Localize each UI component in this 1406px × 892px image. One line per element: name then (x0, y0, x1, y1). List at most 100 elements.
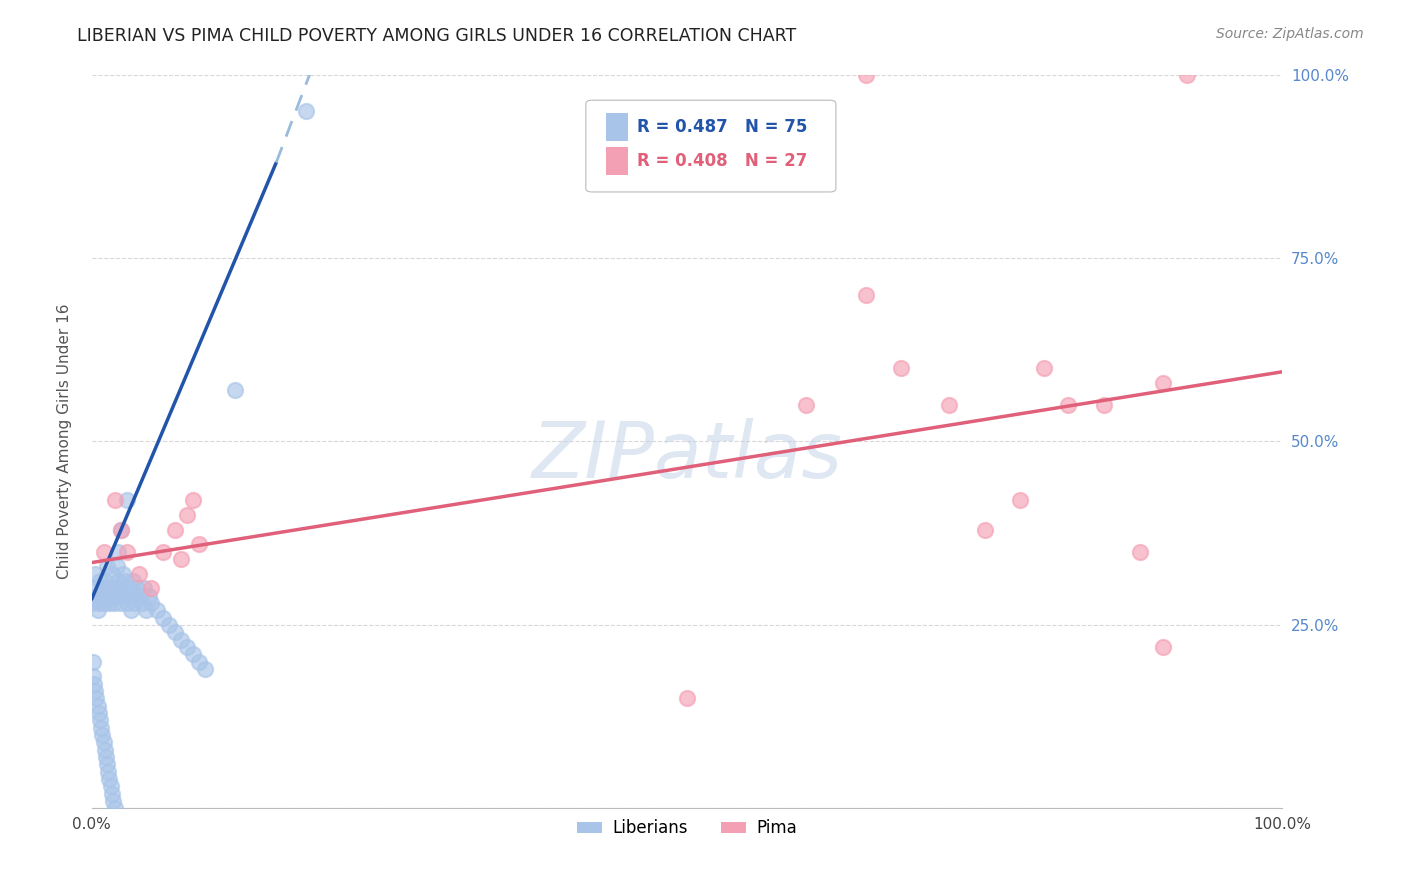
Point (1092, 398, 1115, 412)
Point (93, 735, 115, 749)
Point (224, 383, 246, 397)
Point (110, 581, 132, 595)
Point (1175, 68, 1198, 82)
Point (110, 523, 132, 537)
Point (90, 721, 112, 735)
Point (93, 743, 115, 757)
Point (100, 780, 122, 794)
Text: R = 0.408   N = 27: R = 0.408 N = 27 (637, 153, 807, 170)
Text: LIBERIAN VS PIMA CHILD POVERTY AMONG GIRLS UNDER 16 CORRELATION CHART: LIBERIAN VS PIMA CHILD POVERTY AMONG GIR… (77, 27, 797, 45)
Point (94, 750, 117, 764)
Point (295, 104, 318, 119)
Point (131, 596, 153, 610)
Point (1152, 640, 1174, 654)
Point (86, 691, 108, 706)
Point (141, 581, 163, 595)
Point (86, 589, 108, 603)
Point (1129, 544, 1152, 558)
Point (93, 544, 115, 558)
Point (676, 691, 699, 706)
Point (101, 794, 124, 808)
Point (128, 589, 150, 603)
Text: ZIPatlas: ZIPatlas (531, 418, 842, 494)
Point (97, 764, 120, 779)
Point (80, 596, 103, 610)
Point (86, 603, 108, 617)
Point (122, 574, 145, 588)
Point (152, 610, 174, 624)
Point (82, 655, 104, 669)
Point (117, 493, 139, 508)
Point (101, 566, 124, 581)
Point (94, 581, 117, 595)
Point (100, 581, 122, 595)
Point (1033, 361, 1056, 376)
Point (98, 772, 121, 786)
Point (104, 801, 127, 815)
Point (163, 523, 186, 537)
Point (83, 581, 105, 595)
Point (176, 508, 198, 522)
Point (128, 566, 150, 581)
Point (101, 589, 124, 603)
Point (1152, 376, 1174, 390)
Point (96, 559, 118, 574)
Point (181, 493, 204, 508)
Point (91, 581, 114, 595)
Point (855, 287, 877, 301)
Point (107, 574, 129, 588)
Point (121, 589, 143, 603)
Point (98, 596, 121, 610)
Point (118, 581, 141, 595)
Y-axis label: Child Poverty Among Girls Under 16: Child Poverty Among Girls Under 16 (58, 304, 72, 579)
Point (187, 537, 209, 551)
Point (104, 493, 127, 508)
Point (117, 596, 139, 610)
Bar (606, 147, 627, 175)
Point (87, 706, 110, 720)
Point (152, 544, 174, 558)
Point (82, 669, 104, 683)
Point (117, 544, 139, 558)
Point (794, 398, 817, 412)
Point (170, 632, 193, 647)
Point (93, 596, 115, 610)
Point (107, 544, 129, 558)
Point (84, 566, 107, 581)
Point (176, 640, 198, 654)
Point (93, 574, 115, 588)
Point (96, 757, 118, 772)
Point (973, 523, 995, 537)
Point (890, 361, 912, 376)
Point (1057, 398, 1080, 412)
Point (89, 714, 111, 728)
Point (1010, 493, 1032, 508)
Point (87, 596, 110, 610)
Point (90, 589, 112, 603)
Point (101, 787, 124, 801)
Point (114, 574, 136, 588)
Text: R = 0.487   N = 75: R = 0.487 N = 75 (637, 119, 807, 136)
Point (146, 603, 169, 617)
Point (194, 662, 217, 676)
Point (135, 603, 157, 617)
Point (84, 684, 107, 698)
Point (141, 596, 163, 610)
Point (124, 596, 146, 610)
Point (120, 603, 142, 617)
Point (157, 618, 180, 632)
Point (89, 574, 111, 588)
Point (132, 581, 155, 595)
Point (105, 559, 128, 574)
Point (108, 589, 131, 603)
Bar (606, 113, 627, 141)
Point (938, 398, 960, 412)
Point (86, 698, 108, 713)
Point (91, 728, 114, 742)
Point (170, 552, 193, 566)
Point (110, 523, 132, 537)
Point (187, 655, 209, 669)
Point (103, 596, 125, 610)
Point (104, 581, 127, 595)
Point (97, 589, 120, 603)
